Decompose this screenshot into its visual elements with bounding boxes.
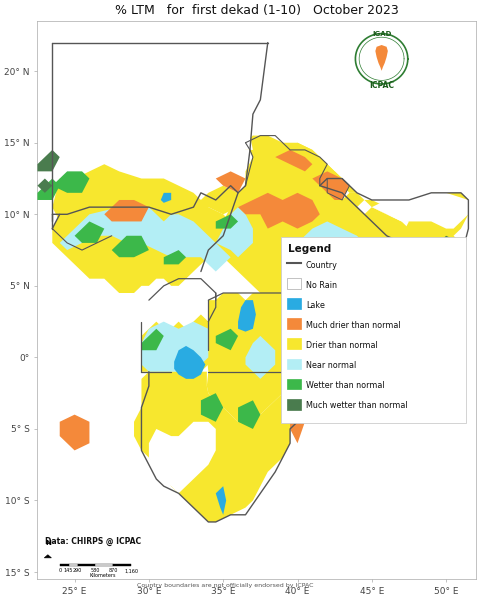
Polygon shape — [104, 200, 149, 221]
Polygon shape — [312, 172, 349, 200]
Bar — [96, 563, 113, 566]
Polygon shape — [142, 322, 208, 372]
Polygon shape — [74, 221, 104, 243]
Text: Kilometers: Kilometers — [90, 574, 116, 578]
Polygon shape — [216, 486, 226, 515]
Polygon shape — [164, 250, 186, 265]
Polygon shape — [207, 286, 320, 422]
Polygon shape — [372, 193, 468, 229]
Polygon shape — [52, 172, 89, 193]
Polygon shape — [238, 400, 260, 429]
Polygon shape — [52, 200, 238, 293]
Polygon shape — [142, 314, 208, 372]
Text: Much wetter than normal: Much wetter than normal — [306, 401, 408, 410]
Polygon shape — [431, 236, 461, 265]
Text: 0: 0 — [58, 568, 61, 574]
Polygon shape — [349, 278, 409, 329]
Polygon shape — [52, 43, 268, 150]
Title: % LTM   for  first dekad (1-10)   October 2023: % LTM for first dekad (1-10) October 202… — [115, 4, 398, 17]
Text: Wetter than normal: Wetter than normal — [306, 381, 384, 390]
Text: 580: 580 — [91, 568, 100, 574]
Polygon shape — [298, 172, 468, 379]
Polygon shape — [298, 221, 364, 265]
Polygon shape — [216, 207, 253, 257]
Bar — [78, 563, 96, 566]
Polygon shape — [134, 372, 305, 522]
Polygon shape — [112, 236, 149, 257]
Polygon shape — [216, 136, 409, 307]
Polygon shape — [216, 214, 238, 229]
Text: Near normal: Near normal — [306, 361, 356, 370]
Text: N: N — [45, 540, 51, 546]
Polygon shape — [298, 307, 320, 336]
Polygon shape — [238, 300, 256, 332]
Text: 290: 290 — [73, 568, 82, 574]
Text: ICPAC: ICPAC — [369, 81, 394, 89]
Polygon shape — [37, 150, 60, 172]
Text: Legend: Legend — [288, 244, 331, 254]
Polygon shape — [375, 45, 388, 71]
Bar — [69, 563, 78, 566]
Polygon shape — [439, 257, 461, 278]
Polygon shape — [52, 43, 275, 250]
Text: 870: 870 — [108, 568, 118, 574]
Text: 145: 145 — [64, 568, 73, 574]
Polygon shape — [216, 172, 245, 193]
Polygon shape — [60, 415, 89, 451]
Polygon shape — [37, 179, 52, 193]
Text: Lake: Lake — [306, 301, 324, 310]
Polygon shape — [290, 407, 305, 443]
Text: 1,160: 1,160 — [124, 568, 138, 574]
Text: No Rain: No Rain — [306, 281, 337, 290]
Text: IGAD: IGAD — [372, 31, 391, 37]
Polygon shape — [275, 150, 312, 172]
Text: Country boundaries are not officially endorsed by ICPAC: Country boundaries are not officially en… — [137, 583, 313, 588]
Polygon shape — [52, 164, 245, 243]
Bar — [113, 563, 131, 566]
Polygon shape — [327, 172, 349, 193]
Polygon shape — [201, 393, 223, 422]
Polygon shape — [149, 422, 216, 493]
Text: Country: Country — [306, 260, 337, 269]
Polygon shape — [161, 193, 171, 203]
Polygon shape — [142, 329, 164, 350]
Text: Much drier than normal: Much drier than normal — [306, 321, 400, 330]
Text: Data: CHIRPS @ ICPAC: Data: CHIRPS @ ICPAC — [45, 536, 141, 545]
Polygon shape — [238, 193, 320, 229]
Polygon shape — [245, 336, 275, 379]
Polygon shape — [37, 179, 60, 200]
Polygon shape — [174, 346, 205, 379]
Bar — [60, 563, 69, 566]
Polygon shape — [216, 329, 238, 350]
Polygon shape — [60, 207, 230, 272]
Polygon shape — [245, 136, 335, 185]
Text: Drier than normal: Drier than normal — [306, 341, 377, 350]
